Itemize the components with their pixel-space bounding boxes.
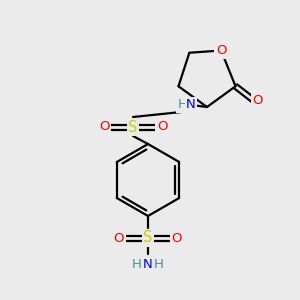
Text: S: S <box>143 230 153 245</box>
Text: O: O <box>99 121 109 134</box>
Text: O: O <box>114 232 124 244</box>
Text: O: O <box>216 44 226 57</box>
Text: H: H <box>178 98 188 112</box>
Text: H: H <box>154 257 164 271</box>
Text: O: O <box>252 94 263 107</box>
Text: H: H <box>132 257 142 271</box>
Text: N: N <box>186 98 196 112</box>
Text: N: N <box>143 257 153 271</box>
Text: S: S <box>128 119 138 134</box>
Text: O: O <box>172 232 182 244</box>
Text: O: O <box>157 121 167 134</box>
